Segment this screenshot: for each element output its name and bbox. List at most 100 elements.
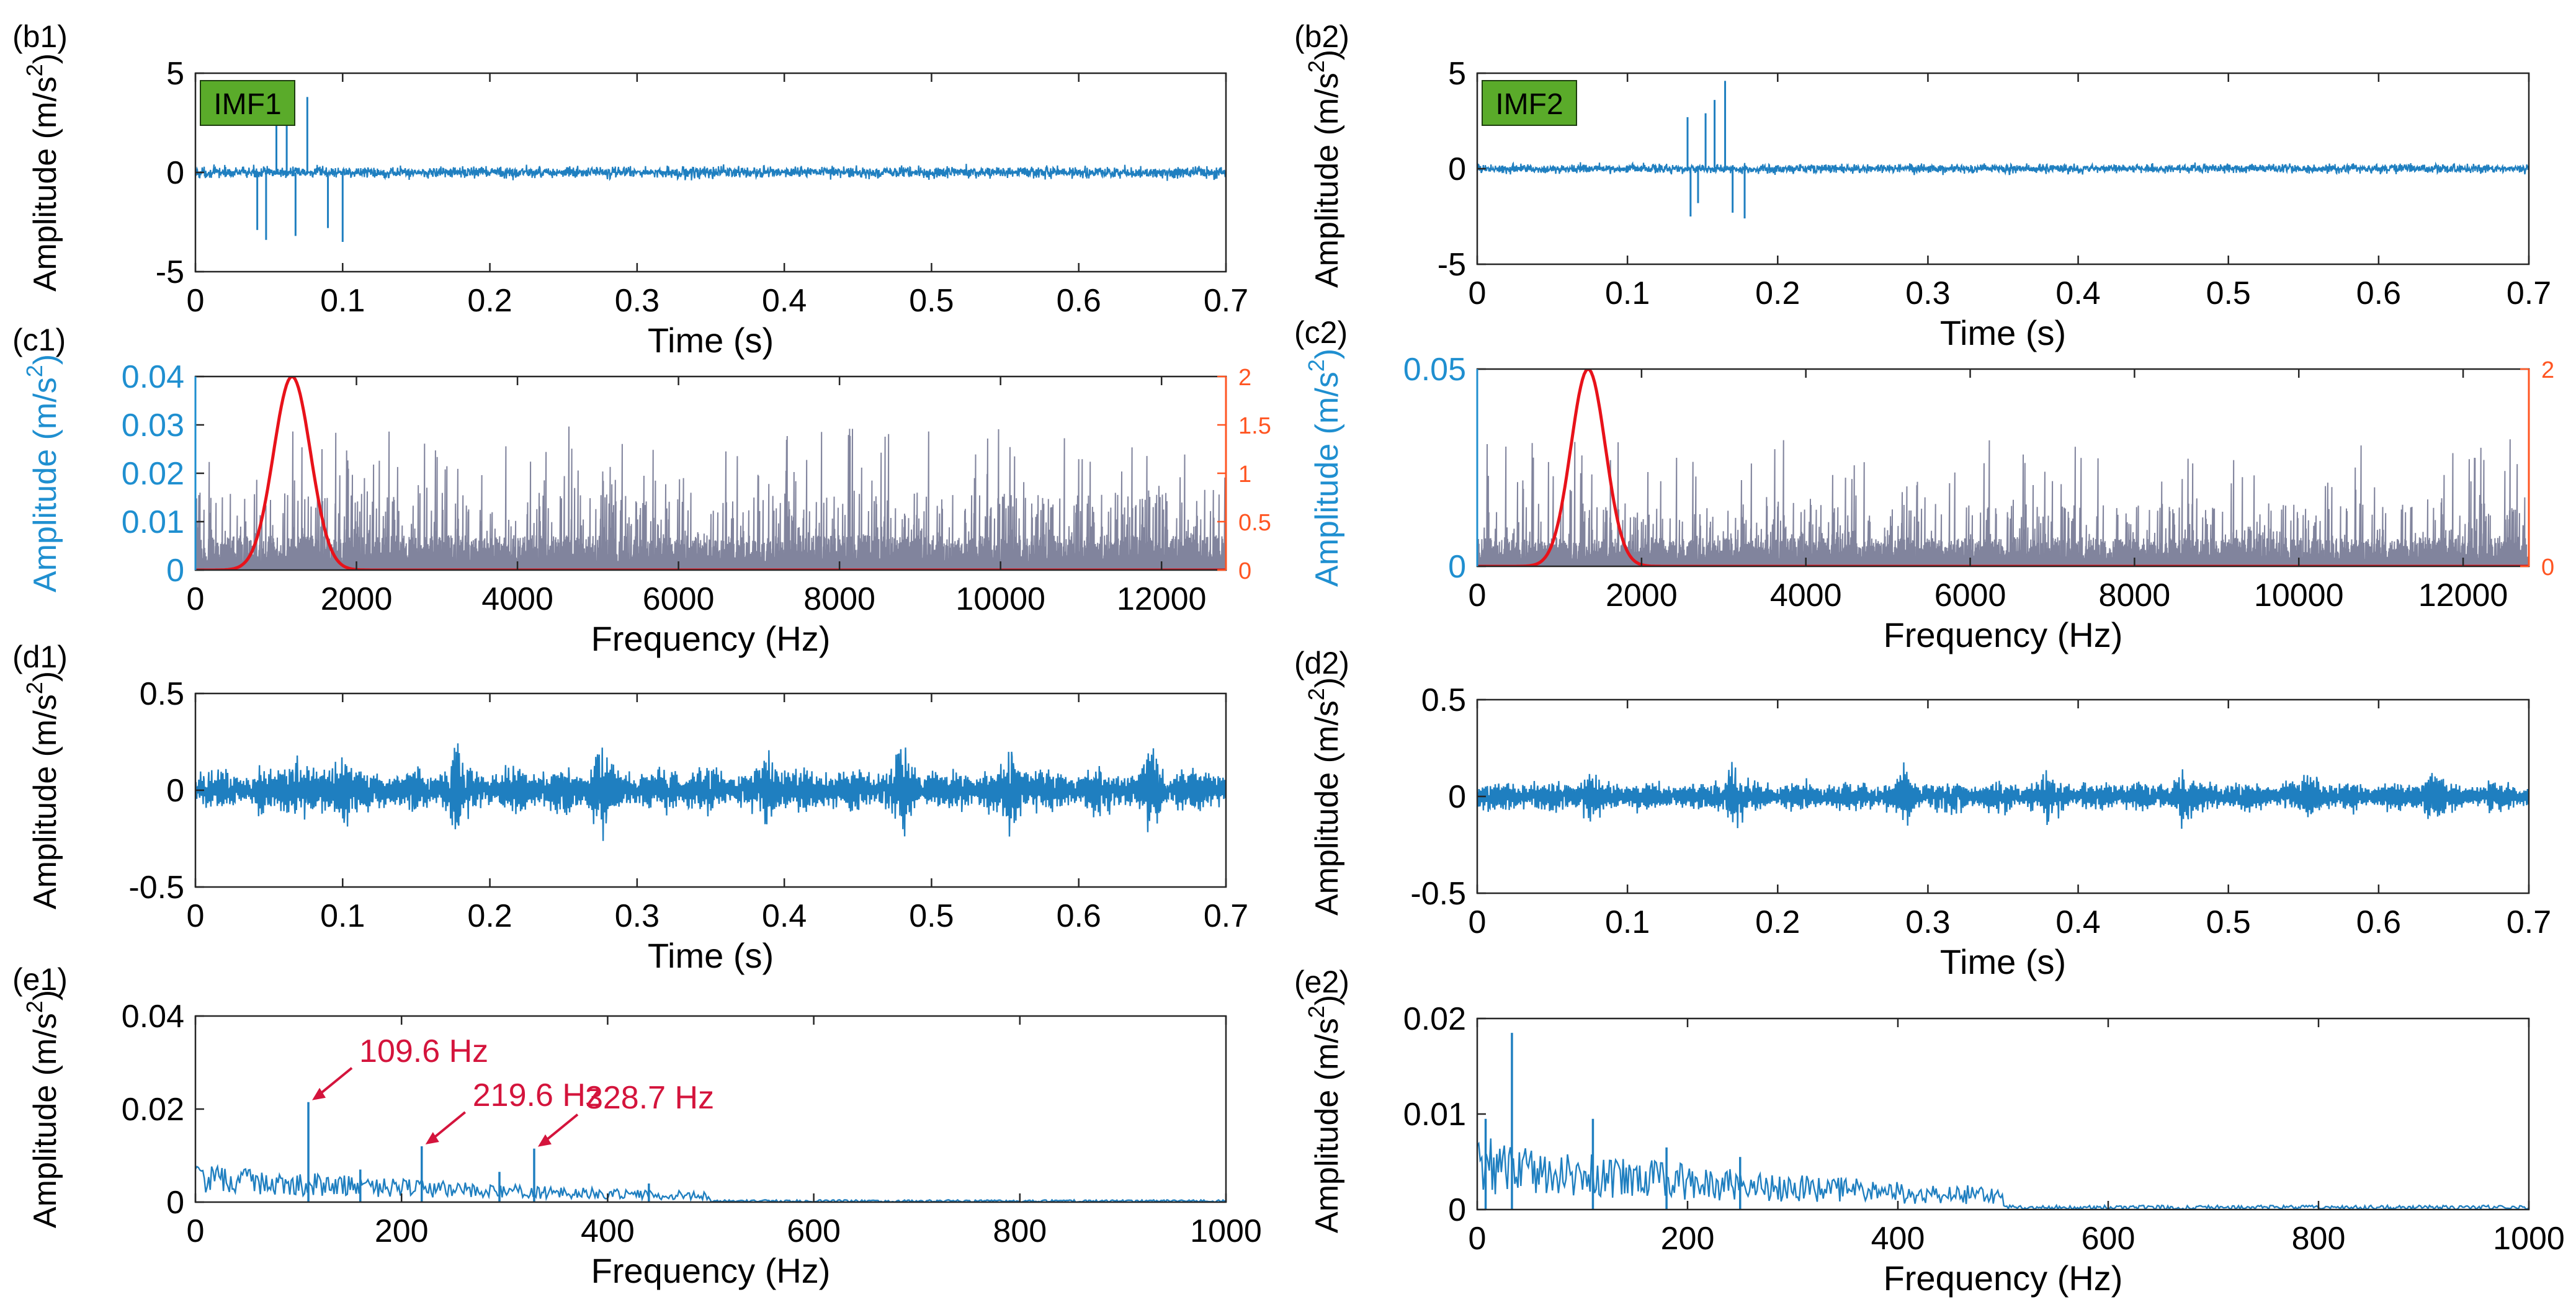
series-line <box>1477 161 2529 176</box>
panel-c1: (c1) 0 2000 4000 6000 8000 10000 12000 0 0.01 0.02… <box>12 323 1271 658</box>
x-tick-label: 0.5 <box>909 283 954 319</box>
y-tick-label: -5 <box>1438 247 1466 283</box>
x-tick-label: 1000 <box>2493 1221 2565 1257</box>
x-tick-label: 800 <box>2292 1221 2346 1257</box>
plot-area <box>1477 81 2529 219</box>
x-tick-label: 0.7 <box>1204 283 1248 319</box>
plot-area <box>195 87 1226 242</box>
series-line <box>195 164 1226 182</box>
plot-area <box>195 377 1226 570</box>
y-tick-label: 0.01 <box>122 504 184 540</box>
x-tick-label: 400 <box>1871 1221 1925 1257</box>
x-tick-label: 6000 <box>1934 577 2006 613</box>
x-tick-label: 0.2 <box>1755 904 1800 940</box>
y-tick-label: -0.5 <box>1410 876 1466 912</box>
x-tick-label: 0.3 <box>1905 904 1950 940</box>
x-tick-label: 0.1 <box>1605 275 1650 311</box>
x-tick-label: 0.5 <box>2206 904 2251 940</box>
y2-tick-label: 0 <box>1238 558 1251 584</box>
x-tick-label: 0 <box>1469 1221 1487 1257</box>
series-line <box>195 743 1226 841</box>
x-tick-label: 0 <box>187 283 205 319</box>
y-axis-label: Amplitude (m/s2) <box>1304 50 1345 288</box>
x-tick-label: 0.2 <box>467 898 512 934</box>
x-tick-label: 0.7 <box>1204 898 1248 934</box>
x-axis-label: Time (s) <box>648 936 774 975</box>
x-tick-label: 0.6 <box>2356 275 2401 311</box>
y2-tick-label: 0 <box>2541 555 2554 581</box>
annotation-label: 219.6 Hz <box>473 1077 602 1113</box>
series-line <box>1477 1138 2529 1210</box>
x-tick-label: 0.1 <box>320 283 365 319</box>
annotation-label: 328.7 Hz <box>585 1080 714 1116</box>
x-tick-label: 10000 <box>955 581 1045 617</box>
y-tick-label: 0 <box>166 1185 184 1221</box>
plot-area <box>1477 1033 2529 1210</box>
y-tick-label: 0.02 <box>122 456 184 492</box>
y-axis-label: Amplitude (m/s2) <box>22 53 63 292</box>
y-tick-label: 0 <box>1448 549 1466 585</box>
x-tick-label: 0.6 <box>1057 898 1101 934</box>
x-axis-label: Time (s) <box>1940 942 2066 981</box>
y-tick-label: -0.5 <box>128 870 184 906</box>
panel-label: (d2) <box>1294 646 1349 680</box>
y2-tick-label: 2 <box>2541 357 2554 383</box>
x-tick-label: 600 <box>2082 1221 2135 1257</box>
x-tick-label: 0.1 <box>1605 904 1650 940</box>
y-axis-label: Amplitude (m/s2) <box>22 990 63 1228</box>
axes-box <box>1476 1017 2530 1211</box>
y-tick-label: 0.02 <box>122 1092 184 1128</box>
legend-label: IMF1 <box>213 88 281 121</box>
y2-tick-label: 1.5 <box>1238 413 1271 439</box>
x-tick-label: 1000 <box>1190 1213 1262 1249</box>
x-tick-label: 600 <box>787 1213 841 1249</box>
x-tick-label: 8000 <box>2099 577 2171 613</box>
x-tick-label: 0 <box>1469 275 1487 311</box>
plot-area <box>195 743 1226 841</box>
x-tick-label: 0 <box>187 581 205 617</box>
x-tick-label: 12000 <box>2418 577 2508 613</box>
x-tick-label: 12000 <box>1117 581 1207 617</box>
spectrum-series <box>1477 439 2529 566</box>
x-tick-label: 2000 <box>1606 577 1678 613</box>
spectrum-series <box>195 426 1226 570</box>
x-tick-label: 0.5 <box>2206 275 2251 311</box>
y-tick-label: 0.04 <box>122 359 184 395</box>
y-tick-label: 0 <box>1448 779 1466 815</box>
y-axis-label: Amplitude (m/s2) <box>1304 995 1345 1233</box>
x-tick-label: 0.7 <box>2507 275 2551 311</box>
panel-label: (b2) <box>1294 19 1349 54</box>
x-tick-label: 0.3 <box>1905 275 1950 311</box>
y-tick-label: 0 <box>1448 151 1466 187</box>
y-tick-label: 0 <box>1448 1192 1466 1228</box>
x-tick-label: 0 <box>1469 577 1487 613</box>
x-axis-label: Frequency (Hz) <box>591 619 831 658</box>
x-tick-label: 400 <box>581 1213 635 1249</box>
x-tick-label: 2000 <box>321 581 393 617</box>
annotation-arrowhead <box>425 1132 439 1144</box>
plot-area <box>1477 762 2529 829</box>
y-axis-label: Amplitude (m/s2) <box>22 354 63 592</box>
x-tick-label: 0.6 <box>2356 904 2401 940</box>
x-tick-label: 0.3 <box>615 283 660 319</box>
x-tick-label: 4000 <box>481 581 553 617</box>
plot-area <box>195 1102 1226 1202</box>
panel-c2: (c2) 0 2000 4000 6000 8000 10000 12000 0 0.05 0 2 Fr… <box>1294 315 2554 654</box>
panel-label: (b1) <box>12 19 68 54</box>
y-tick-label: 0.05 <box>1403 352 1466 388</box>
y-axis-label: Amplitude (m/s2) <box>1304 349 1345 587</box>
y-tick-label: 0.01 <box>1403 1097 1466 1133</box>
annotation-label: 109.6 Hz <box>359 1033 488 1069</box>
x-axis-label: Frequency (Hz) <box>591 1251 831 1290</box>
x-axis-label: Time (s) <box>1940 313 2066 352</box>
y-tick-label: 0 <box>166 155 184 191</box>
x-tick-label: 10000 <box>2254 577 2344 613</box>
series-line <box>1477 762 2529 829</box>
x-tick-label: 0 <box>1469 904 1487 940</box>
y-axis-label: Amplitude (m/s2) <box>1304 677 1345 916</box>
legend-box <box>200 80 295 126</box>
y-tick-label: 0.03 <box>122 408 184 444</box>
